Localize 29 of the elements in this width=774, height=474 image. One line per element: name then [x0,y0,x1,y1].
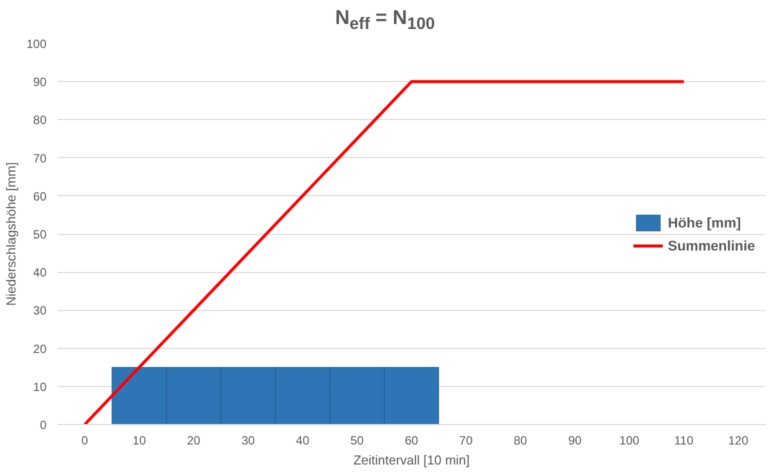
x-tick-label: 100 [619,434,640,448]
y-tick-label: 100 [26,37,47,51]
legend-label: Höhe [mm] [668,214,741,230]
x-tick-label: 10 [132,434,146,448]
title: N$_{eff}$ = N$_{100}$ [334,6,436,35]
y-tick-label: 50 [33,228,47,242]
y-axis-title: Niederschlagshöhe [mm] [3,162,18,306]
y-tick-label: 30 [33,304,47,318]
x-tick-label: 20 [186,434,201,448]
x-tick-label: 50 [350,434,364,448]
legend-label: Summenlinie [668,237,755,253]
y-tick-label: 40 [33,266,47,280]
x-tick-label: 120 [728,434,749,448]
x-tick-label: 80 [514,434,528,448]
x-axis-title: Zeitintervall [10 min] [353,452,470,468]
x-tick-label: 110 [674,434,694,448]
y-tick-label: 80 [33,113,47,128]
x-tick-label: 30 [241,434,256,448]
x-tick-label: 60 [404,434,418,448]
y-tick-label: 0 [40,418,47,432]
x-tick-label: 40 [296,434,310,448]
x-tick-label: 70 [459,434,473,448]
y-tick-label: 90 [33,75,47,90]
x-tick-label: 0 [81,434,88,448]
y-tick-label: 70 [33,151,47,166]
x-tick-label: 90 [568,434,582,448]
y-tick-label: 10 [33,380,47,394]
y-tick-label: 60 [33,189,47,204]
y-tick-label: 20 [33,342,47,356]
